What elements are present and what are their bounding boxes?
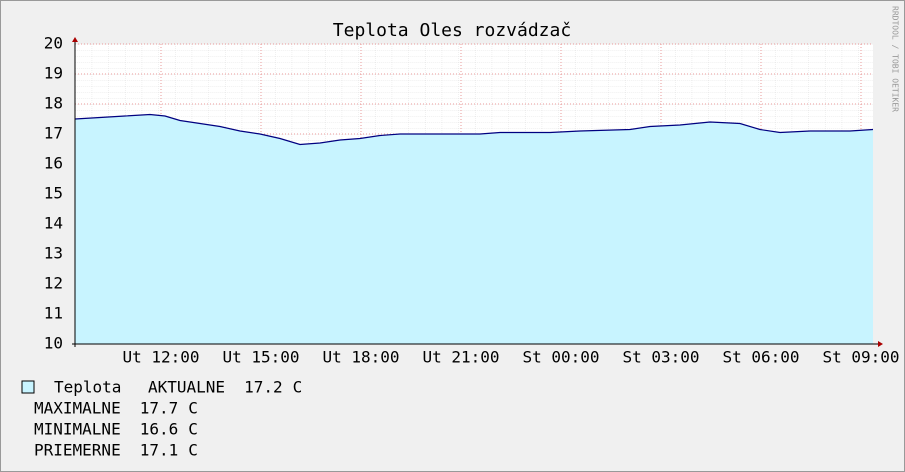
- stat-unit: C: [188, 441, 198, 460]
- y-tick-label: 19: [44, 64, 63, 83]
- axis-arrow: [72, 37, 78, 42]
- y-tick-label: 14: [44, 214, 63, 233]
- watermark: RRDTOOL / TOBI OETIKER: [891, 6, 900, 112]
- y-tick-label: 15: [44, 184, 63, 203]
- x-tick-label: Ut 15:00: [222, 348, 299, 367]
- stat-unit: C: [188, 399, 198, 418]
- axis-arrow: [878, 341, 883, 347]
- stat-unit: C: [188, 420, 198, 439]
- stat-unit: C: [293, 378, 303, 397]
- x-tick-label: St 09:00: [822, 348, 899, 367]
- x-tick-label: St 06:00: [722, 348, 799, 367]
- y-tick-label: 11: [44, 304, 63, 323]
- stat-value: 17.1: [140, 441, 179, 460]
- y-tick-label: 18: [44, 94, 63, 113]
- y-tick-label: 10: [44, 334, 63, 353]
- x-tick-label: St 03:00: [622, 348, 699, 367]
- line: [74, 113, 874, 146]
- y-tick-label: 20: [44, 34, 63, 53]
- y-tick-label: 12: [44, 274, 63, 293]
- legend-label: Teplota: [54, 378, 121, 397]
- stat-label: MAXIMALNE: [34, 399, 121, 418]
- stat-value: 17.7: [140, 399, 179, 418]
- x-tick-label: Ut 12:00: [122, 348, 199, 367]
- stat-label: PRIEMERNE: [34, 441, 121, 460]
- stat-value: 17.2: [244, 378, 283, 397]
- area: [75, 114, 873, 344]
- x-tick-label: Ut 18:00: [322, 348, 399, 367]
- stat-value: 16.6: [140, 420, 179, 439]
- y-tick-label: 13: [44, 244, 63, 263]
- stat-label: AKTUALNE: [148, 378, 225, 397]
- y-tick-label: 17: [44, 124, 63, 143]
- x-tick-label: St 00:00: [522, 348, 599, 367]
- chart-title: Teplota Oles rozvádzač: [333, 20, 571, 41]
- y-tick-label: 16: [44, 154, 63, 173]
- x-tick-label: Ut 21:00: [422, 348, 499, 367]
- stat-label: MINIMALNE: [34, 420, 121, 439]
- legend-swatch: [21, 380, 35, 394]
